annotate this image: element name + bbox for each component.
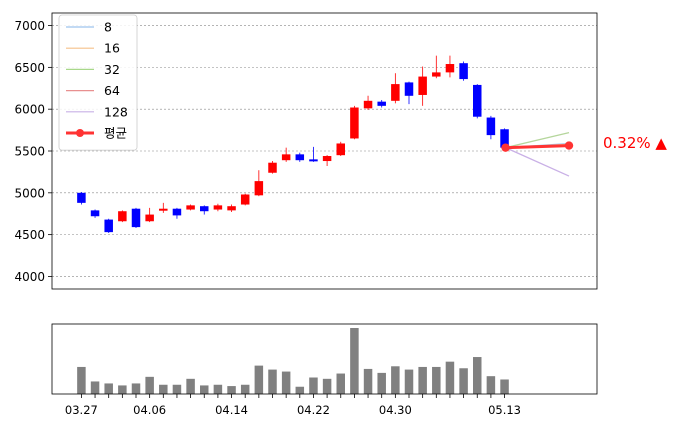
projection-line: [505, 147, 570, 177]
candle-body: [322, 156, 332, 162]
x-tick-label: 05.13: [488, 403, 521, 417]
candle-body: [77, 192, 86, 203]
legend-label: 평균: [104, 126, 127, 141]
volume-bar: [131, 383, 141, 394]
volume-bar: [104, 383, 113, 394]
y-tick-label: 5500: [14, 145, 45, 159]
average-line: [505, 144, 570, 150]
candle-body: [159, 208, 168, 211]
average-end-marker: [564, 141, 574, 150]
volume-bar: [500, 379, 509, 394]
volume-bar: [445, 361, 455, 394]
volume-bar: [295, 386, 305, 394]
legend-marker: [76, 129, 84, 137]
volume-bar: [473, 357, 482, 394]
volume-bar: [363, 368, 373, 394]
candle-body: [118, 211, 127, 222]
candle-body: [227, 206, 236, 211]
volume-bar: [350, 328, 359, 394]
y-tick-label: 6000: [14, 103, 45, 117]
y-tick-label: 5000: [14, 186, 45, 200]
legend-label: 16: [104, 41, 120, 56]
candle-body: [404, 82, 414, 96]
volume-bar: [486, 376, 496, 394]
candle-body: [90, 210, 100, 217]
candle-body: [459, 63, 468, 80]
x-tick-label: 04.22: [297, 403, 330, 417]
y-tick-label: 4500: [14, 228, 45, 242]
volume-bar: [227, 386, 236, 394]
average-start-marker: [501, 143, 510, 152]
volume-bar: [404, 369, 414, 394]
candle-body: [445, 64, 455, 73]
y-tick-label: 7000: [14, 19, 45, 33]
volume-bar: [240, 384, 250, 394]
candle-body: [432, 72, 441, 77]
candle-body: [336, 143, 345, 156]
candle-body: [418, 76, 427, 95]
candle-body: [145, 214, 154, 222]
price-frame: [51, 12, 598, 290]
volume-bar: [200, 385, 209, 394]
legend-label: 128: [104, 104, 128, 119]
volume-bar: [213, 384, 223, 394]
candle-body: [200, 206, 209, 212]
candle-body: [473, 84, 482, 117]
change-annotation: 0.32% ▲: [603, 134, 667, 152]
candle-body: [281, 154, 291, 161]
x-tick-label: 04.14: [215, 403, 248, 417]
volume-bar: [459, 368, 468, 394]
projection-line: [505, 131, 570, 149]
volume-bar: [268, 369, 277, 394]
volume-bar: [118, 385, 127, 394]
x-tick-label: 04.06: [133, 403, 166, 417]
candle-body: [500, 129, 509, 148]
candle-body: [186, 205, 195, 210]
volume-bar: [336, 373, 345, 394]
candle-body: [309, 159, 318, 162]
candle-body: [254, 181, 264, 196]
volume-bar: [172, 384, 182, 394]
legend-label: 64: [104, 83, 120, 98]
candle-body: [213, 205, 223, 210]
volume-bar: [77, 366, 86, 394]
candle-body: [131, 208, 141, 228]
volume-bar: [145, 376, 154, 394]
volume-panel: 03.27 04.06 04.14 04.22 04.30 05.13: [51, 323, 598, 417]
legend-label: 8: [104, 20, 112, 35]
volume-bar: [309, 377, 318, 394]
candle-body: [486, 117, 496, 136]
candle-body: [172, 208, 182, 216]
candle-body: [240, 194, 250, 205]
volume-bar: [432, 366, 441, 394]
y-tick-label: 6500: [14, 61, 45, 75]
candle-body: [104, 219, 113, 233]
candle-body: [377, 101, 386, 106]
y-tick-label: 4000: [14, 270, 45, 284]
volume-frame: [51, 323, 598, 395]
volume-bar: [254, 365, 264, 394]
volume-bar: [391, 366, 400, 394]
price-panel: 4000 4500 5000 5500 6000 6500 7000: [14, 12, 598, 290]
volume-bar: [322, 378, 332, 394]
candle-body: [363, 100, 373, 109]
volume-bar: [186, 378, 195, 394]
x-tick-label: 03.27: [65, 403, 98, 417]
volume-bar: [159, 384, 168, 394]
volume-bar: [90, 381, 100, 394]
x-tick-label: 04.30: [379, 403, 412, 417]
candle-body: [295, 154, 305, 161]
volume-bar: [418, 366, 427, 394]
candle-body: [391, 84, 400, 101]
candle-body: [350, 107, 359, 139]
candle-body: [268, 162, 277, 173]
legend: 8 16 32 64 128 평균: [58, 14, 138, 151]
volume-bar: [377, 372, 386, 394]
volume-bar: [281, 371, 291, 394]
legend-label: 32: [104, 62, 120, 77]
